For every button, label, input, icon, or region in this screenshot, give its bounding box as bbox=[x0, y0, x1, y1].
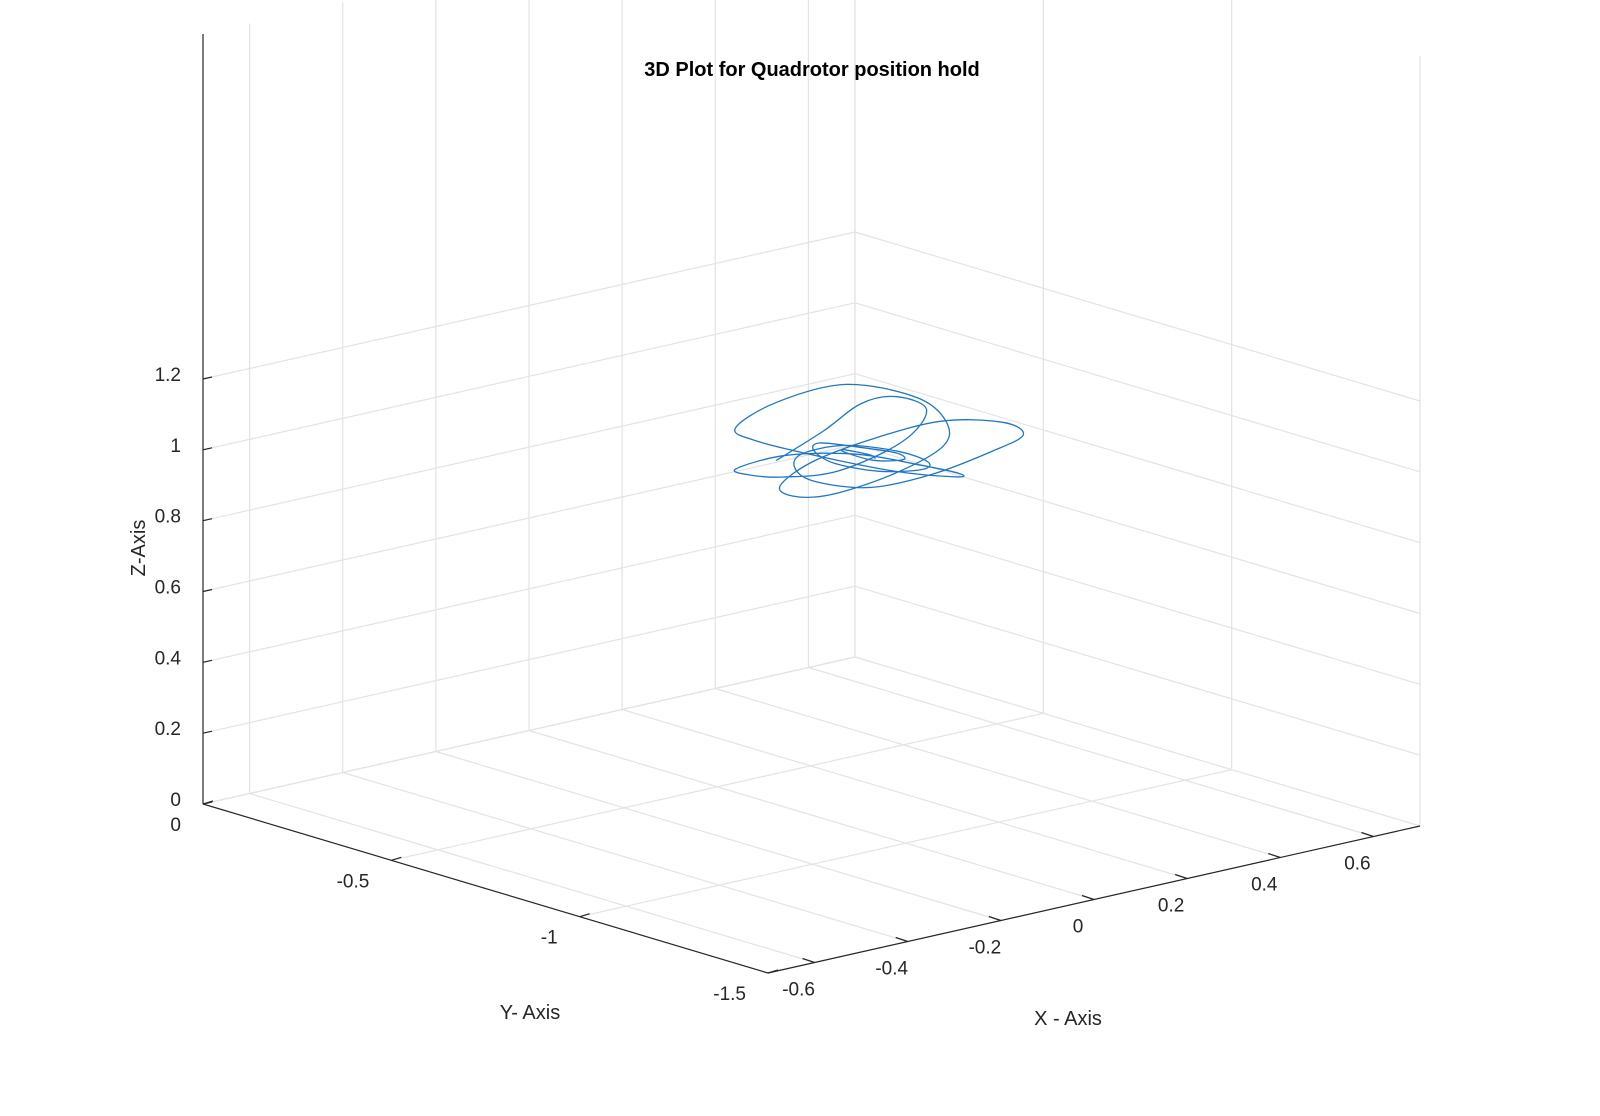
ywall-grid-line-horizontal bbox=[202, 373, 856, 522]
x-tick-mark bbox=[895, 936, 908, 943]
xwall-grid-line-horizontal bbox=[854, 373, 1421, 544]
y-tick-label: -1 bbox=[541, 928, 558, 949]
trajectory-line bbox=[733, 383, 1025, 499]
z-tick-mark bbox=[202, 447, 213, 451]
y-tick-mark bbox=[202, 800, 214, 805]
y-tick-label: -1.5 bbox=[713, 984, 746, 1005]
x-tick-label: 0.4 bbox=[1251, 875, 1278, 896]
x-tick-label: 0 bbox=[1073, 917, 1084, 938]
xwall-grid-line-horizontal bbox=[854, 302, 1421, 473]
y-tick-mark bbox=[391, 856, 402, 861]
ywall-grid-line-horizontal bbox=[202, 443, 856, 593]
x-tick-mark bbox=[1268, 852, 1281, 859]
z-axis-label: Z-Axis bbox=[128, 520, 150, 577]
z-tick-mark bbox=[202, 659, 213, 663]
x-tick-mark bbox=[1361, 831, 1374, 838]
ywall-grid-line-horizontal bbox=[202, 231, 856, 380]
x-tick-mark bbox=[988, 915, 1002, 922]
y-tick-label: 0 bbox=[170, 815, 181, 836]
xwall-grid-line-horizontal bbox=[854, 656, 1421, 827]
x-tick-label: 0.2 bbox=[1158, 896, 1184, 917]
z-tick-mark bbox=[202, 730, 213, 734]
data-layer bbox=[733, 383, 1025, 499]
xwall-grid-line-horizontal bbox=[854, 585, 1421, 756]
ywall-grid-line-horizontal bbox=[202, 302, 856, 451]
y-axis-line bbox=[202, 803, 769, 974]
z-tick-mark bbox=[202, 518, 213, 522]
x-tick-mark bbox=[1081, 894, 1095, 901]
y-tick-label: -0.5 bbox=[337, 871, 370, 892]
z-tick-label: 0.6 bbox=[155, 578, 181, 599]
x-tick-label: -0.6 bbox=[782, 980, 815, 1001]
axes-lines bbox=[202, 34, 1421, 974]
xwall-grid-line-horizontal bbox=[854, 231, 1421, 402]
xwall-grid-line-horizontal bbox=[854, 514, 1421, 685]
xwall-grid-line-horizontal bbox=[854, 443, 1421, 615]
y-tick-mark bbox=[579, 913, 590, 918]
chart-title: 3D Plot for Quadrotor position hold bbox=[644, 59, 980, 81]
z-tick-mark bbox=[202, 588, 213, 593]
floor-grid-line-x bbox=[249, 792, 815, 964]
floor-grid-line-x bbox=[342, 771, 908, 943]
ywall-grid-line-horizontal bbox=[202, 656, 856, 805]
z-tick-label: 0.4 bbox=[155, 648, 182, 669]
floor-grid-line-x bbox=[715, 687, 1281, 859]
x-tick-mark bbox=[802, 957, 815, 964]
z-tick-label: 0.8 bbox=[155, 507, 181, 528]
z-tick-label: 1.2 bbox=[155, 365, 181, 386]
floor-grid-line-x bbox=[435, 750, 1002, 922]
x-axis-label: X - Axis bbox=[1034, 1008, 1102, 1030]
grid-lines bbox=[202, 0, 1421, 974]
floor-grid-line-y bbox=[391, 712, 1044, 861]
z-tick-mark bbox=[202, 376, 213, 380]
floor-grid-line-x bbox=[621, 708, 1188, 880]
floor-grid-line-x bbox=[808, 666, 1374, 838]
floor-grid-line-x bbox=[528, 729, 1095, 901]
x-tick-mark bbox=[1174, 873, 1188, 880]
tick-labels: 0 0.2 0.4 0.6 0.8 1 1.2 0 -0.5 -1 -1.5 -0.6 -0.4 -0.2… bbox=[155, 365, 1371, 1005]
x-tick-label: -0.4 bbox=[875, 959, 908, 980]
ywall-grid-line-horizontal bbox=[202, 585, 856, 734]
y-axis-label: Y- Axis bbox=[500, 1002, 560, 1024]
z-tick-label: 0 bbox=[170, 790, 181, 811]
x-tick-label: 0.6 bbox=[1344, 854, 1370, 875]
floor-grid-line-y bbox=[579, 769, 1232, 918]
ywall-grid-line-horizontal bbox=[202, 514, 856, 663]
x-tick-label: -0.2 bbox=[968, 938, 1001, 959]
y-tick-mark bbox=[767, 969, 779, 974]
z-tick-label: 0.2 bbox=[155, 719, 181, 740]
z-tick-label: 1 bbox=[170, 436, 181, 457]
